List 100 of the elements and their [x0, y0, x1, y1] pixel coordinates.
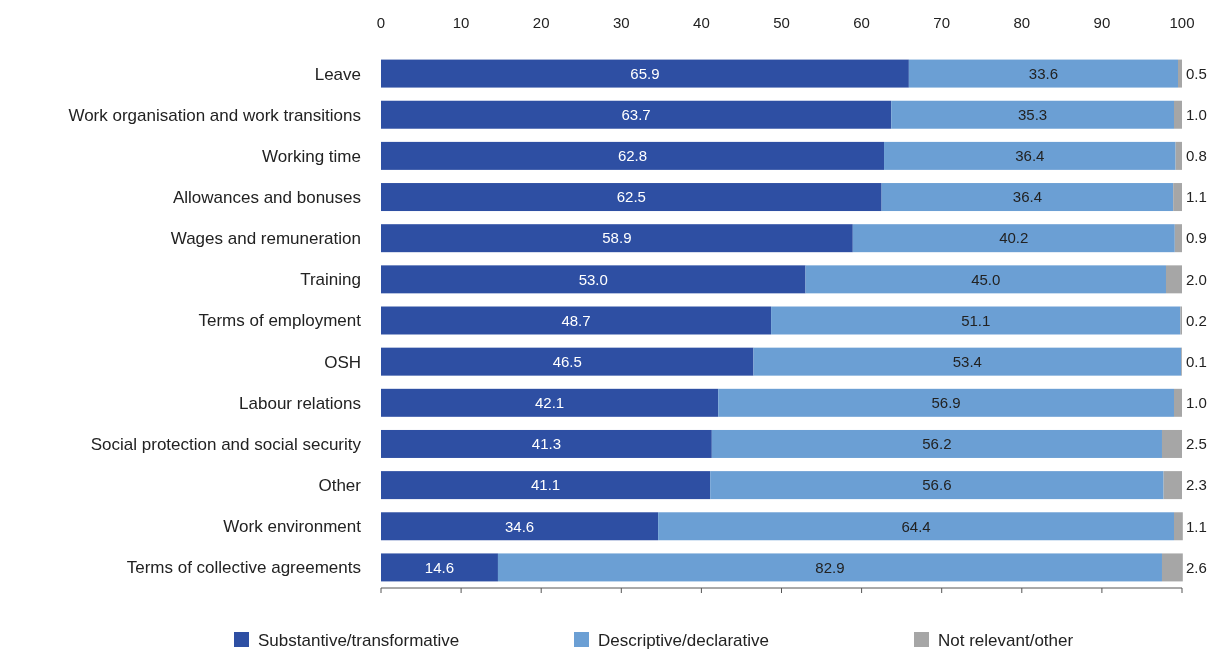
y-tick-label: Social protection and social security	[90, 434, 362, 454]
data-label: 51.1	[961, 311, 991, 329]
x-tick-label: 80	[1013, 14, 1031, 31]
data-label: 48.7	[561, 311, 591, 329]
data-label: 36.4	[1012, 188, 1043, 206]
y-tick-label: Terms of employment	[198, 311, 362, 331]
bar	[1173, 100, 1182, 129]
x-tick-label: 60	[853, 14, 870, 31]
bar	[381, 224, 853, 253]
x-tick-label: 30	[612, 14, 630, 31]
bar	[381, 265, 806, 294]
data-label: 56.9	[931, 394, 961, 412]
y-tick-label: Work organisation and work transitions	[68, 105, 361, 125]
bar	[381, 183, 882, 212]
x-tick-label: 70	[933, 14, 951, 31]
y-tick-label: Training	[300, 270, 361, 290]
bar	[881, 183, 1174, 212]
x-tick-label: 20	[532, 14, 550, 31]
bar	[381, 59, 909, 88]
data-label: 35.3	[1018, 105, 1048, 123]
data-label: 64.4	[901, 517, 931, 535]
y-tick-label: Wages and remuneration	[170, 229, 361, 249]
bar	[891, 100, 1174, 129]
bar	[753, 347, 1182, 376]
y-tick-label: Labour relations	[239, 393, 361, 413]
bar	[852, 224, 1175, 253]
data-label: 2.5	[1186, 435, 1207, 453]
bar	[381, 512, 659, 541]
bar	[710, 471, 1164, 500]
bar	[908, 59, 1178, 88]
bar	[771, 306, 1181, 335]
data-label: 14.6	[424, 558, 455, 576]
x-tick-label: 40	[693, 14, 710, 31]
data-label: 40.2	[999, 229, 1029, 247]
bar	[658, 512, 1174, 541]
y-tick-label: Other	[318, 476, 362, 496]
data-label: 56.2	[922, 435, 952, 453]
data-label: 53.0	[578, 270, 608, 288]
data-label: 0.2	[1186, 311, 1207, 329]
bar	[381, 471, 711, 500]
data-label: 0.9	[1186, 229, 1207, 247]
bar	[884, 141, 1176, 170]
y-tick-label: Leave	[314, 64, 361, 84]
bar	[381, 388, 719, 417]
bar	[1174, 224, 1182, 253]
data-label: 2.3	[1186, 476, 1207, 494]
y-tick-label: Terms of collective agreements	[126, 558, 361, 578]
y-tick-label: Working time	[262, 146, 361, 166]
data-label: 41.1	[531, 476, 561, 494]
data-label: 41.3	[531, 435, 562, 453]
data-label: 63.7	[621, 105, 651, 123]
data-label: 2.6	[1186, 558, 1207, 576]
bar	[381, 141, 885, 170]
x-tick-label: 100	[1169, 14, 1195, 31]
bar	[1173, 512, 1183, 541]
bar	[497, 553, 1162, 582]
data-label: 34.6	[504, 517, 535, 535]
y-tick-label: Allowances and bonuses	[172, 187, 361, 207]
bar	[1163, 471, 1182, 500]
bar	[381, 306, 772, 335]
data-label: 58.9	[602, 229, 632, 247]
data-label: 42.1	[535, 394, 565, 412]
bar	[381, 553, 498, 582]
bar	[1161, 429, 1182, 458]
bar	[1173, 183, 1182, 212]
data-label: 1.0	[1186, 394, 1207, 412]
x-tick-label: 0	[376, 14, 386, 31]
data-label: 0.5	[1186, 64, 1207, 82]
data-label: 46.5	[552, 352, 582, 370]
data-label: 33.6	[1028, 64, 1059, 82]
bar	[1173, 388, 1182, 417]
y-tick-label: Work environment	[223, 517, 362, 537]
data-label: 0.8	[1186, 147, 1207, 165]
bar	[381, 347, 754, 376]
x-tick-label: 50	[773, 14, 790, 31]
y-tick-label: OSH	[324, 352, 361, 372]
data-label: 1.1	[1186, 188, 1207, 206]
data-label: 36.4	[1015, 147, 1045, 165]
legend-label: Substantive/transformative	[258, 630, 460, 650]
legend-label: Descriptive/declarative	[598, 630, 770, 650]
data-label: 45.0	[971, 270, 1001, 288]
bar	[805, 265, 1166, 294]
bar	[381, 100, 892, 129]
bar	[711, 429, 1162, 458]
data-label: 1.0	[1186, 105, 1207, 123]
data-label: 2.0	[1186, 270, 1207, 288]
data-label: 56.6	[922, 476, 952, 494]
data-label: 0.1	[1186, 352, 1207, 370]
data-label: 82.9	[815, 558, 845, 576]
bar	[1175, 141, 1182, 170]
bar	[718, 388, 1174, 417]
bar	[1161, 553, 1183, 582]
data-label: 62.8	[617, 147, 648, 165]
x-tick-label: 90	[1093, 14, 1111, 31]
bar	[381, 429, 712, 458]
data-label: 1.1	[1186, 517, 1207, 535]
data-label: 65.9	[630, 64, 660, 82]
bar	[1165, 265, 1182, 294]
bar	[1177, 59, 1182, 88]
x-tick-label: 10	[452, 14, 470, 31]
